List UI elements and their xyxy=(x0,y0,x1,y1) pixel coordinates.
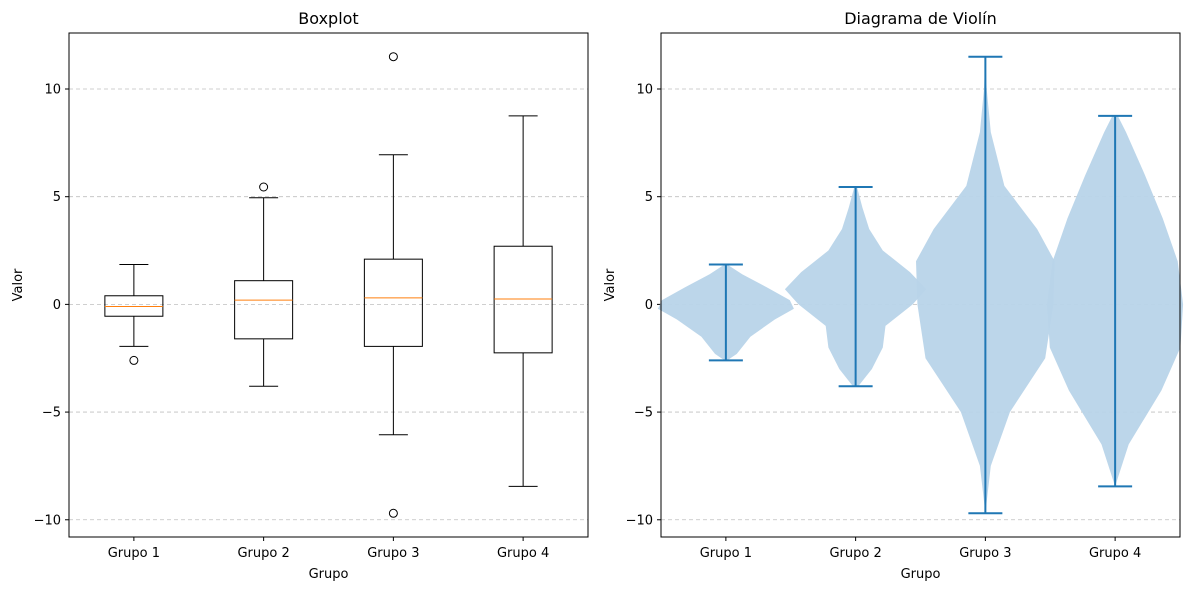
y-tick-label: −10 xyxy=(626,513,653,528)
axes-frame xyxy=(660,32,1181,538)
y-axis-label: Valor xyxy=(11,268,26,301)
y-tick-label: −5 xyxy=(634,406,653,421)
axes-2: −10 −5 0 5 10 Grupo 1 Grupo 2 Grupo 3 Grupo 4 Dia… xyxy=(603,9,1184,582)
x-tick-label: Grupo 3 xyxy=(959,546,1011,561)
violin-group xyxy=(916,55,1055,515)
y-tick-label: 5 xyxy=(645,190,653,205)
x-axis-label: Grupo xyxy=(309,567,349,582)
box-group xyxy=(104,264,164,365)
violin-group xyxy=(657,263,794,362)
y-tick-label: 10 xyxy=(636,83,653,98)
outlier-point xyxy=(388,508,398,518)
chart-title: Diagrama de Violín xyxy=(844,9,997,28)
box-group xyxy=(234,182,294,387)
x-tick-label: Grupo 1 xyxy=(108,546,160,561)
y-tick-label: 0 xyxy=(645,298,653,313)
chart-title: Boxplot xyxy=(298,9,358,28)
x-tick-label: Grupo 1 xyxy=(700,546,752,561)
x-axis-label: Grupo xyxy=(901,567,941,582)
outlier-point xyxy=(388,52,398,62)
x-tick-label: Grupo 4 xyxy=(497,546,549,561)
box xyxy=(234,280,294,340)
y-tick-label: 0 xyxy=(53,298,61,313)
x-tick-label: Grupo 4 xyxy=(1089,546,1141,561)
outlier-point xyxy=(259,182,269,192)
x-tick-label: Grupo 2 xyxy=(829,546,881,561)
box-group xyxy=(493,115,553,487)
box xyxy=(104,295,164,317)
box-group xyxy=(363,52,423,518)
y-tick-label: 10 xyxy=(44,83,61,98)
box xyxy=(493,245,553,354)
axes-frame xyxy=(68,32,589,538)
x-tick-label: Grupo 2 xyxy=(237,546,289,561)
y-tick-label: −10 xyxy=(34,513,61,528)
x-tick-label: Grupo 3 xyxy=(367,546,419,561)
box xyxy=(363,258,423,347)
y-tick-label: 5 xyxy=(53,190,61,205)
violin-group xyxy=(1047,114,1184,488)
y-tick-label: −5 xyxy=(42,406,61,421)
violin-group xyxy=(784,186,927,388)
y-axis-label: Valor xyxy=(603,268,618,301)
axes-1: −10 −5 0 5 10 Grupo 1 Grupo 2 Grupo 3 Grupo 4 Box… xyxy=(11,9,589,582)
outlier-point xyxy=(129,355,139,365)
